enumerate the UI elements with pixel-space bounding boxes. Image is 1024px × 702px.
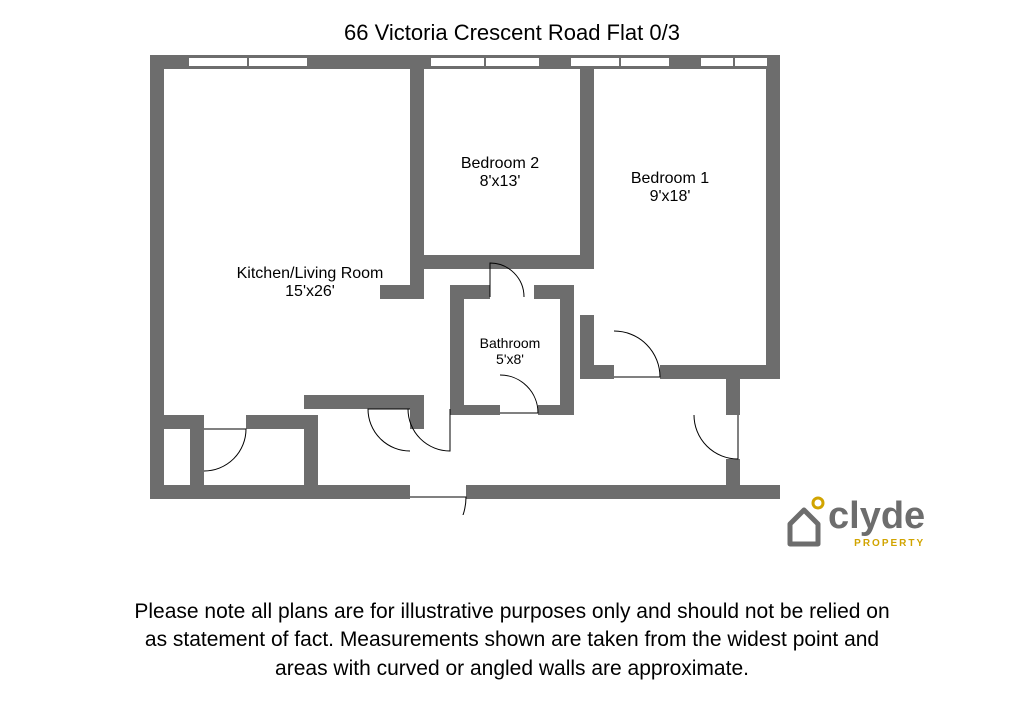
- logo-text: clyde: [828, 495, 925, 538]
- room-name: Bathroom: [460, 335, 560, 351]
- clyde-property-logo: clyde PROPERTY: [782, 495, 925, 549]
- plan-title: 66 Victoria Crescent Road Flat 0/3: [0, 20, 1024, 46]
- room-label: Bathroom5'x8': [460, 335, 560, 367]
- logo-text-block: clyde PROPERTY: [828, 495, 925, 549]
- room-label: Bedroom 28'x13': [430, 155, 570, 191]
- room-name: Bedroom 2: [430, 155, 570, 173]
- disclaimer-line: as statement of fact. Measurements shown…: [145, 628, 879, 651]
- room-dimensions: 15'x26': [210, 283, 410, 301]
- house-icon: [782, 496, 828, 548]
- room-label: Kitchen/Living Room15'x26': [210, 265, 410, 301]
- room-name: Bedroom 1: [600, 170, 740, 188]
- room-dimensions: 8'x13': [430, 173, 570, 191]
- disclaimer-line: Please note all plans are for illustrati…: [134, 600, 889, 623]
- room-dimensions: 9'x18': [600, 188, 740, 206]
- logo-subtext: PROPERTY: [828, 538, 925, 549]
- floor-plan-drawing: Kitchen/Living Room15'x26' Bedroom 28'x13…: [150, 55, 780, 515]
- room-dimensions: 5'x8': [460, 351, 560, 367]
- floor-plan-page: 66 Victoria Crescent Road Flat 0/3: [0, 0, 1024, 702]
- disclaimer-line: areas with curved or angled walls are ap…: [275, 657, 749, 680]
- room-name: Kitchen/Living Room: [210, 265, 410, 283]
- room-label: Bedroom 19'x18': [600, 170, 740, 206]
- disclaimer-text: Please note all plans are for illustrati…: [0, 598, 1024, 683]
